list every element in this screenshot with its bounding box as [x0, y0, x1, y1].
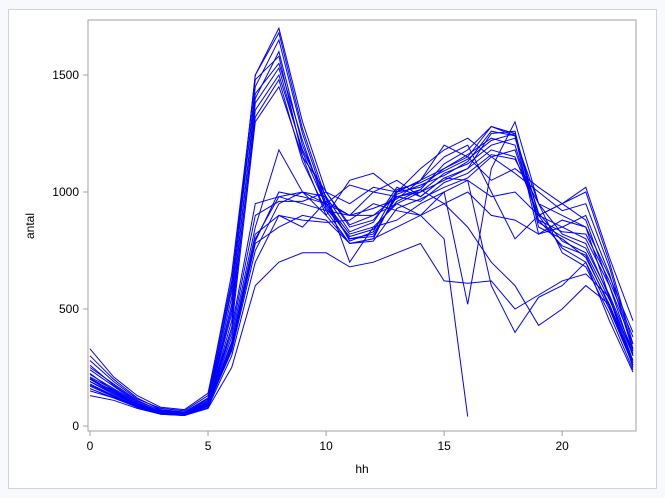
series-line-s10	[89, 78, 634, 416]
series-line-s13	[89, 242, 634, 417]
x-axis: 0 5 10 15 20	[87, 431, 569, 453]
y-tick-label: 1500	[52, 68, 79, 82]
chart-frame	[8, 9, 657, 489]
x-tick-label: 20	[555, 439, 569, 453]
series-line-s8	[89, 31, 634, 413]
y-axis-label: antal	[23, 213, 37, 239]
series-line-s16	[89, 200, 469, 417]
series-line-s17	[89, 179, 634, 416]
series-line-s18	[89, 184, 634, 416]
y-tick-label: 1000	[52, 185, 79, 199]
x-tick-label: 5	[205, 439, 212, 453]
plot-area	[87, 19, 637, 432]
series-line-s6	[89, 62, 634, 411]
x-axis-label: hh	[355, 462, 368, 476]
series-line-s15	[89, 120, 634, 416]
x-tick-label: 10	[319, 439, 333, 453]
series-line-s20	[89, 144, 634, 414]
x-tick-label: 0	[87, 439, 94, 453]
series-line-s11	[89, 177, 634, 415]
series-line-s19	[89, 137, 634, 414]
series-line-s12	[89, 191, 634, 417]
series-line-s14	[89, 144, 634, 414]
series-line-s7	[89, 85, 634, 415]
y-axis: 0 500 1000 1500	[52, 68, 88, 433]
y-tick-label: 0	[72, 419, 79, 433]
y-tick-label: 500	[59, 302, 79, 316]
series-lines	[89, 26, 634, 417]
x-tick-label: 15	[437, 439, 451, 453]
